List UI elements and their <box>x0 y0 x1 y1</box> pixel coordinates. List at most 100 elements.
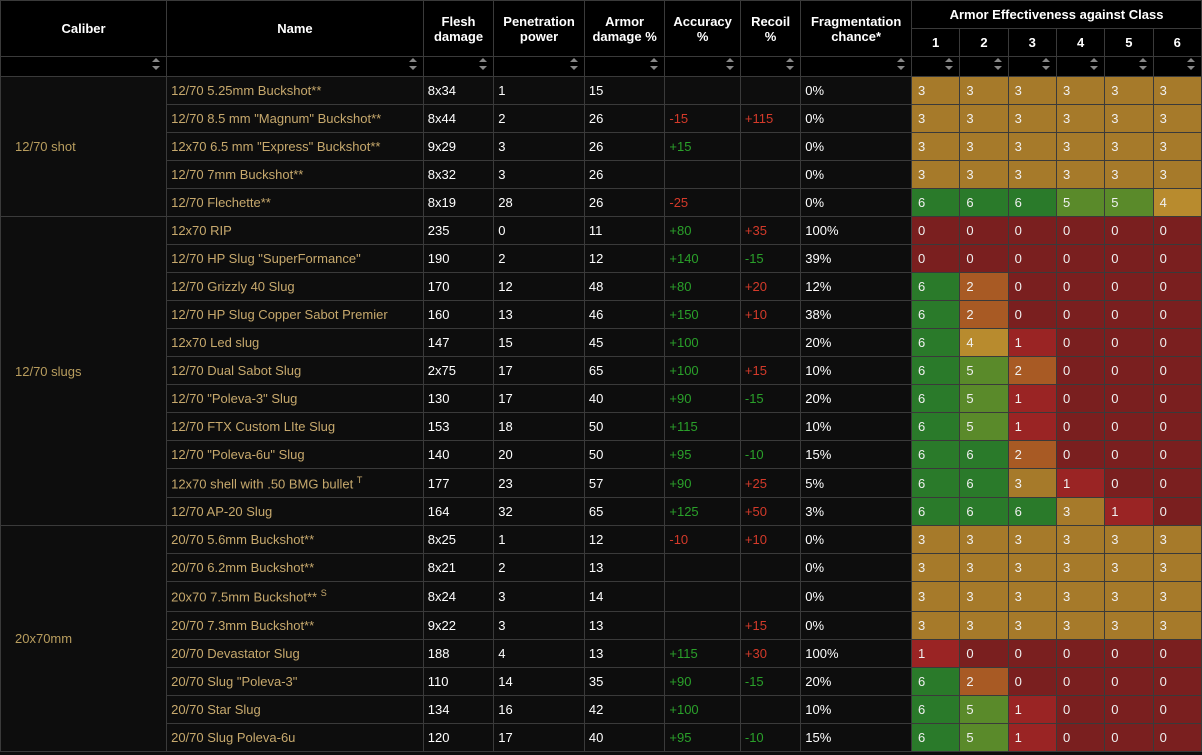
ammo-name-link[interactable]: 12/70 Grizzly 40 Slug <box>167 273 424 301</box>
armor-class-cell: 6 <box>912 498 960 526</box>
fragmentation-cell: 38% <box>801 301 912 329</box>
ammo-name-link[interactable]: 12/70 "Poleva-3" Slug <box>167 385 424 413</box>
armor-class-cell: 0 <box>1105 695 1153 723</box>
col-acc-header[interactable]: Accuracy % <box>665 1 741 57</box>
armor-class-cell: 6 <box>912 667 960 695</box>
armor-class-cell: 0 <box>1105 301 1153 329</box>
armor-damage-cell: 12 <box>584 245 665 273</box>
ammo-name-link[interactable]: 20/70 5.6mm Buckshot** <box>167 526 424 554</box>
armor-class-cell: 0 <box>1008 639 1056 667</box>
armor-class-cell: 5 <box>960 357 1008 385</box>
armor-damage-cell: 50 <box>584 441 665 469</box>
ammo-name-link[interactable]: 20/70 Star Slug <box>167 695 424 723</box>
armor-class-cell: 1 <box>1008 329 1056 357</box>
accuracy-cell: +80 <box>665 273 741 301</box>
caliber-cell[interactable]: 20x70mm <box>1 526 167 751</box>
col-pen-header[interactable]: Penetration power <box>494 1 585 57</box>
ammo-name-link[interactable]: 20/70 7.3mm Buckshot** <box>167 611 424 639</box>
sort-icon <box>726 59 734 71</box>
sort-name[interactable] <box>167 57 424 77</box>
col-ac2-header[interactable]: 2 <box>960 29 1008 57</box>
col-flesh-header[interactable]: Flesh damage <box>423 1 493 57</box>
penetration-cell: 13 <box>494 301 585 329</box>
armor-class-cell: 0 <box>912 217 960 245</box>
sort-flesh[interactable] <box>423 57 493 77</box>
armor-class-cell: 5 <box>1056 189 1104 217</box>
col-ac4-header[interactable]: 4 <box>1056 29 1104 57</box>
sort-icon <box>1139 59 1147 71</box>
ammo-name-link[interactable]: 12x70 shell with .50 BMG bullet T <box>167 469 424 498</box>
armor-class-cell: 0 <box>960 217 1008 245</box>
ammo-name-link[interactable]: 12x70 6.5 mm "Express" Buckshot** <box>167 133 424 161</box>
sort-ac2[interactable] <box>960 57 1008 77</box>
armor-class-cell: 6 <box>960 189 1008 217</box>
col-caliber-header[interactable]: Caliber <box>1 1 167 57</box>
armor-class-cell: 6 <box>960 469 1008 498</box>
armor-class-cell: 6 <box>912 385 960 413</box>
ammo-name-link[interactable]: 20/70 Slug "Poleva-3" <box>167 667 424 695</box>
sort-caliber[interactable] <box>1 57 167 77</box>
armor-class-cell: 6 <box>912 441 960 469</box>
sort-armor[interactable] <box>584 57 665 77</box>
ammo-name-link[interactable]: 12/70 5.25mm Buckshot** <box>167 77 424 105</box>
ammo-name-link[interactable]: 20/70 Slug Poleva-6u <box>167 723 424 751</box>
armor-class-cell: 3 <box>1056 105 1104 133</box>
note-superscript: T <box>357 475 363 485</box>
note-superscript: S <box>321 588 327 598</box>
ammo-name-link[interactable]: 12/70 HP Slug "SuperFormance" <box>167 245 424 273</box>
penetration-cell: 3 <box>494 582 585 611</box>
flesh-damage-cell: 110 <box>423 667 493 695</box>
recoil-cell: +15 <box>740 611 800 639</box>
table-row: 12x70 6.5 mm "Express" Buckshot**9x29326… <box>1 133 1202 161</box>
armor-class-cell: 3 <box>1056 133 1104 161</box>
armor-class-cell: 0 <box>1105 667 1153 695</box>
sort-pen[interactable] <box>494 57 585 77</box>
ammo-name-link[interactable]: 12/70 Flechette** <box>167 189 424 217</box>
recoil-cell: +50 <box>740 498 800 526</box>
armor-class-cell: 0 <box>1056 273 1104 301</box>
ammo-name-link[interactable]: 20x70 7.5mm Buckshot** S <box>167 582 424 611</box>
ammo-name-link[interactable]: 20/70 Devastator Slug <box>167 639 424 667</box>
col-name-header[interactable]: Name <box>167 1 424 57</box>
sort-ac3[interactable] <box>1008 57 1056 77</box>
recoil-cell <box>740 695 800 723</box>
ammo-name-link[interactable]: 12/70 "Poleva-6u" Slug <box>167 441 424 469</box>
sort-recoil[interactable] <box>740 57 800 77</box>
ammo-name-link[interactable]: 20/70 6.2mm Buckshot** <box>167 554 424 582</box>
col-ac5-header[interactable]: 5 <box>1105 29 1153 57</box>
fragmentation-cell: 0% <box>801 526 912 554</box>
sort-frag[interactable] <box>801 57 912 77</box>
col-frag-header[interactable]: Fragmentation chance* <box>801 1 912 57</box>
caliber-cell[interactable]: 12/70 shot <box>1 77 167 217</box>
col-ac6-header[interactable]: 6 <box>1153 29 1201 57</box>
ammo-name-link[interactable]: 12x70 RIP <box>167 217 424 245</box>
flesh-damage-cell: 188 <box>423 639 493 667</box>
ammo-name-link[interactable]: 12/70 HP Slug Copper Sabot Premier <box>167 301 424 329</box>
armor-class-cell: 0 <box>1105 413 1153 441</box>
sort-ac1[interactable] <box>912 57 960 77</box>
ammo-name-link[interactable]: 12/70 Dual Sabot Slug <box>167 357 424 385</box>
ammo-name-link[interactable]: 12/70 8.5 mm "Magnum" Buckshot** <box>167 105 424 133</box>
col-recoil-header[interactable]: Recoil % <box>740 1 800 57</box>
armor-class-cell: 3 <box>1105 105 1153 133</box>
armor-class-cell: 3 <box>1153 611 1201 639</box>
fragmentation-cell: 0% <box>801 105 912 133</box>
sort-ac5[interactable] <box>1105 57 1153 77</box>
ammo-name-link[interactable]: 12x70 Led slug <box>167 329 424 357</box>
col-ac1-header[interactable]: 1 <box>912 29 960 57</box>
col-ac3-header[interactable]: 3 <box>1008 29 1056 57</box>
ammo-name-link[interactable]: 12/70 AP-20 Slug <box>167 498 424 526</box>
table-row: 12/70 AP-20 Slug1643265+125+503%666310 <box>1 498 1202 526</box>
sort-acc[interactable] <box>665 57 741 77</box>
ammo-name-link[interactable]: 12/70 FTX Custom LIte Slug <box>167 413 424 441</box>
sort-ac4[interactable] <box>1056 57 1104 77</box>
caliber-cell[interactable]: 12/70 slugs <box>1 217 167 526</box>
armor-class-cell: 3 <box>1153 133 1201 161</box>
penetration-cell: 3 <box>494 133 585 161</box>
armor-class-cell: 6 <box>912 723 960 751</box>
armor-class-cell: 3 <box>1153 105 1201 133</box>
sort-ac6[interactable] <box>1153 57 1201 77</box>
penetration-cell: 17 <box>494 357 585 385</box>
ammo-name-link[interactable]: 12/70 7mm Buckshot** <box>167 161 424 189</box>
col-armor-header[interactable]: Armor damage % <box>584 1 665 57</box>
